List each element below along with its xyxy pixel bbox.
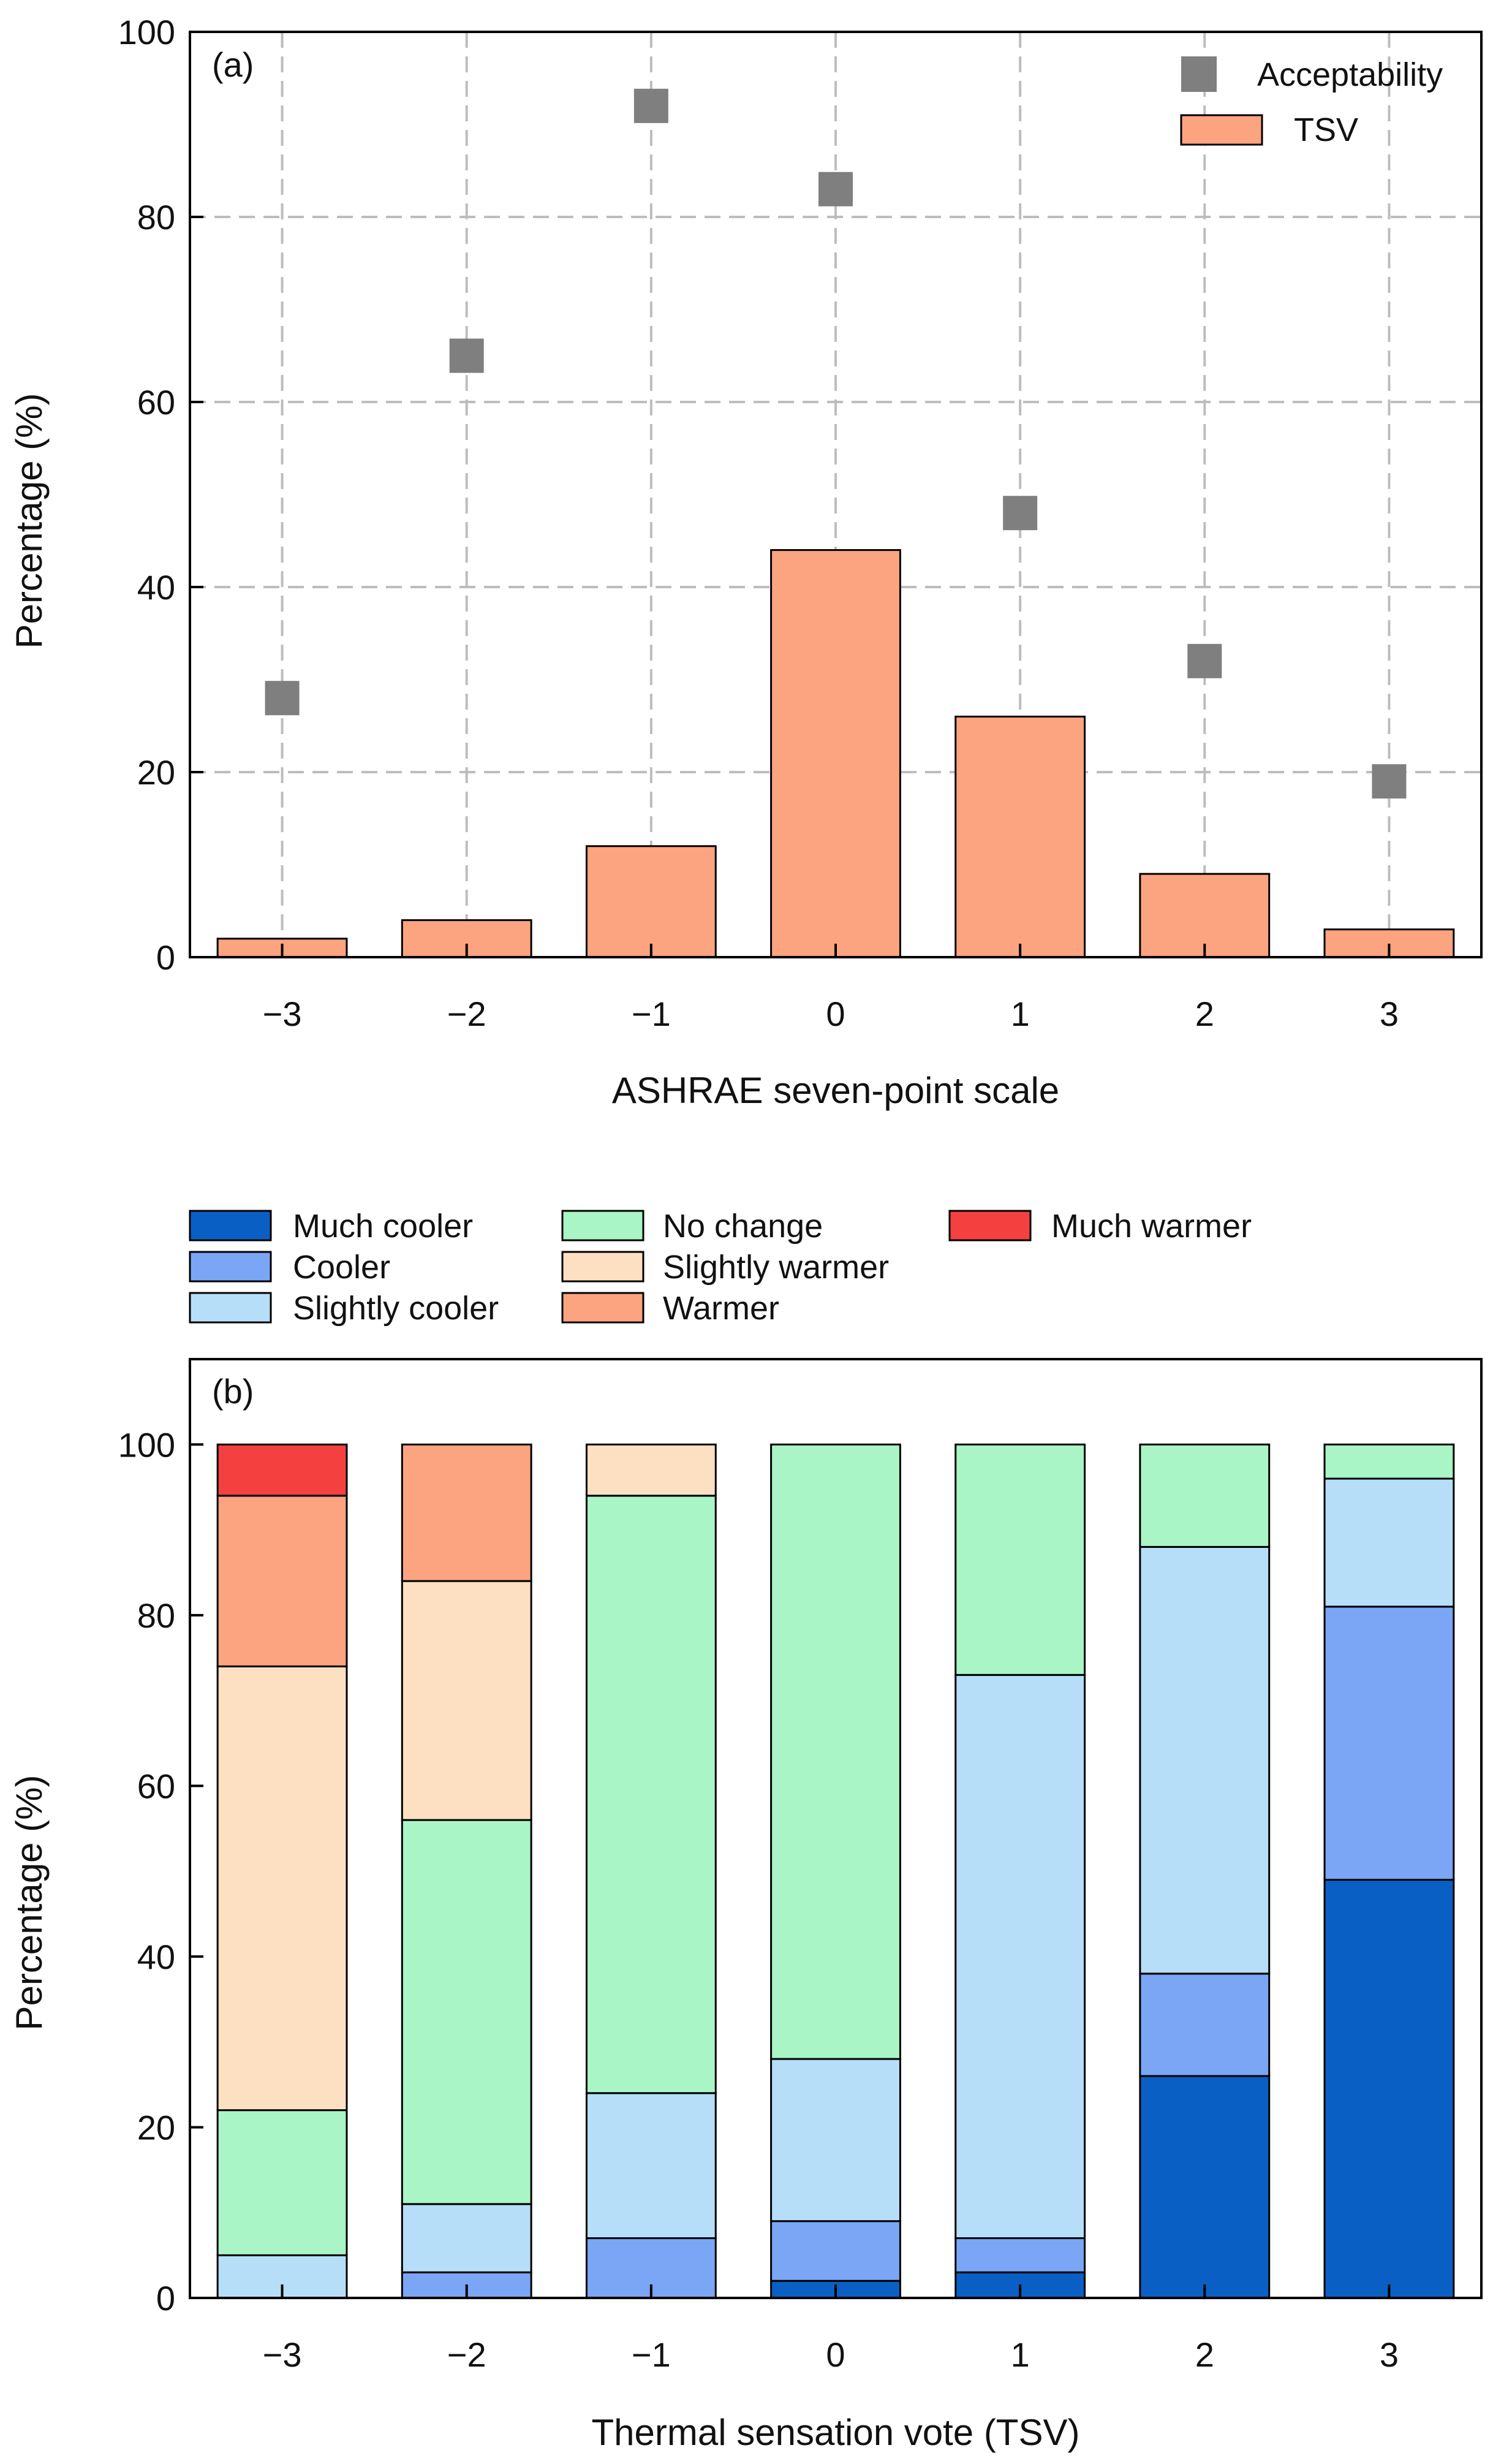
y-tick-label: 80 [137, 198, 175, 237]
y-tick-label: 40 [137, 1938, 175, 1976]
x-tick-label: −2 [447, 995, 486, 1033]
y-tick-label: 60 [137, 383, 175, 422]
chart-b: Much cooler Cooler Slightly cooler No ch… [9, 1208, 1483, 2453]
legend-tsv-swatch [1180, 114, 1263, 146]
point-acceptability-3 [818, 172, 853, 207]
chart-a-points [265, 88, 1407, 799]
legend-no-change-swatch [561, 1210, 644, 1241]
bar-segment-no-change-2 [585, 1495, 717, 2094]
legend-cooler-swatch [189, 1251, 272, 1283]
bar-segment-no-change-1 [401, 1819, 532, 2205]
bar-segment-slightly-cooler-1 [401, 2203, 532, 2273]
legend-slightly-cooler-label: Slightly cooler [293, 1290, 499, 1327]
chart-b-y-axis-title: Percentage (%) [9, 1775, 50, 2031]
x-tick-label: −1 [632, 995, 671, 1033]
bar-segment-cooler-4 [954, 2237, 1086, 2273]
legend-much-warmer-swatch [948, 1210, 1032, 1241]
chart-a-x-axis-title: ASHRAE seven-point scale [612, 1070, 1059, 1111]
legend-tsv-label: TSV [1294, 112, 1358, 148]
x-tick-label: 1 [1011, 2335, 1030, 2374]
bar-segment-cooler-3 [770, 2220, 901, 2282]
bar-segment-warmer-1 [401, 1443, 532, 1582]
bar-segment-much-warmer-0 [216, 1443, 348, 1497]
chart-a-y-axis-title: Percentage (%) [9, 393, 50, 649]
bar-segment-slightly-cooler-2 [585, 2092, 717, 2240]
chart-a: 0 20 40 60 80 100 −3 −2 −1 0 1 2 3 (a) ASHRAE seven… [9, 13, 1483, 1111]
bar-segment-much-cooler-5 [1139, 2075, 1271, 2299]
bar-segment-no-change-6 [1323, 1443, 1455, 1480]
chart-b-x-axis-title: Thermal sensation vote (TSV) [592, 2412, 1080, 2453]
legend-warmer-swatch [561, 1292, 644, 1324]
bar-segment-slightly-cooler-4 [954, 1674, 1086, 2240]
point-acceptability-0 [265, 681, 300, 716]
bar-segment-much-cooler-6 [1323, 1879, 1455, 2299]
bar-segment-cooler-6 [1323, 1605, 1455, 1881]
y-tick-label: 100 [118, 13, 175, 51]
bar-segment-slightly-warmer-1 [401, 1580, 532, 1821]
x-tick-label: −2 [447, 2335, 486, 2374]
point-acceptability-6 [1372, 764, 1407, 799]
y-tick-label: 40 [137, 568, 175, 607]
chart-b-legend: Much cooler Cooler Slightly cooler No ch… [189, 1208, 1252, 1327]
x-tick-label: 2 [1195, 995, 1214, 1033]
chart-a-legend: Acceptability TSV [1180, 56, 1443, 148]
y-tick-label: 60 [137, 1767, 175, 1805]
legend-acceptability-swatch [1181, 56, 1217, 92]
legend-no-change-label: No change [663, 1208, 823, 1245]
bar-segment-no-change-4 [954, 1443, 1086, 1676]
bar-segment-no-change-0 [216, 2109, 348, 2256]
legend-much-warmer-label: Much warmer [1051, 1208, 1252, 1245]
x-tick-label: 1 [1011, 995, 1030, 1033]
x-tick-label: 3 [1380, 2335, 1399, 2374]
legend-slightly-warmer-swatch [561, 1251, 644, 1283]
x-tick-label: 2 [1195, 2335, 1214, 2374]
chart-a-y-ticks: 0 20 40 60 80 100 [118, 13, 203, 977]
x-tick-label: 3 [1380, 995, 1399, 1033]
chart-b-y-ticks: 0 20 40 60 80 100 [118, 1425, 203, 2318]
bar-segment-slightly-warmer-2 [585, 1443, 717, 1497]
bar-tsv-4 [954, 715, 1086, 958]
point-acceptability-4 [1003, 496, 1038, 531]
y-tick-label: 80 [137, 1596, 175, 1635]
chart-a-bars [216, 549, 1455, 958]
bar-segment-slightly-cooler-3 [770, 2058, 901, 2223]
y-tick-label: 20 [137, 2108, 175, 2147]
x-tick-label: 0 [826, 995, 845, 1033]
y-tick-label: 0 [156, 2279, 175, 2318]
legend-slightly-cooler-swatch [189, 1292, 272, 1324]
legend-warmer-label: Warmer [663, 1290, 779, 1327]
point-acceptability-2 [633, 88, 668, 123]
point-acceptability-5 [1187, 643, 1222, 678]
bar-segment-slightly-cooler-5 [1139, 1545, 1271, 1975]
legend-much-cooler-swatch [189, 1210, 272, 1241]
bar-segment-warmer-0 [216, 1495, 348, 1667]
chart-b-bars [216, 1443, 1455, 2299]
bar-tsv-5 [1139, 873, 1271, 958]
legend-much-cooler-label: Much cooler [293, 1208, 473, 1245]
x-tick-label: −1 [632, 2335, 671, 2374]
bar-segment-slightly-warmer-0 [216, 1665, 348, 2112]
bar-tsv-3 [770, 549, 901, 958]
bar-segment-no-change-3 [770, 1443, 901, 2060]
x-tick-label: 0 [826, 2335, 845, 2374]
point-acceptability-1 [449, 338, 484, 373]
chart-a-panel-label: (a) [212, 45, 254, 84]
chart-b-x-ticks: −3 −2 −1 0 1 2 3 [263, 2284, 1399, 2374]
y-tick-label: 0 [156, 938, 175, 977]
legend-slightly-warmer-label: Slightly warmer [663, 1249, 889, 1286]
y-tick-label: 100 [118, 1425, 175, 1464]
bar-segment-slightly-cooler-6 [1323, 1477, 1455, 1608]
legend-acceptability-label: Acceptability [1257, 56, 1443, 93]
legend-cooler-label: Cooler [293, 1249, 390, 1286]
chart-b-panel-label: (b) [212, 1372, 254, 1411]
bar-segment-no-change-5 [1139, 1443, 1271, 1548]
bar-segment-cooler-5 [1139, 1973, 1271, 2077]
bar-tsv-2 [585, 845, 717, 958]
x-tick-label: −3 [263, 2335, 302, 2374]
y-tick-label: 20 [137, 753, 175, 792]
x-tick-label: −3 [263, 995, 302, 1033]
chart-a-x-ticks: −3 −2 −1 0 1 2 3 [263, 944, 1399, 1033]
